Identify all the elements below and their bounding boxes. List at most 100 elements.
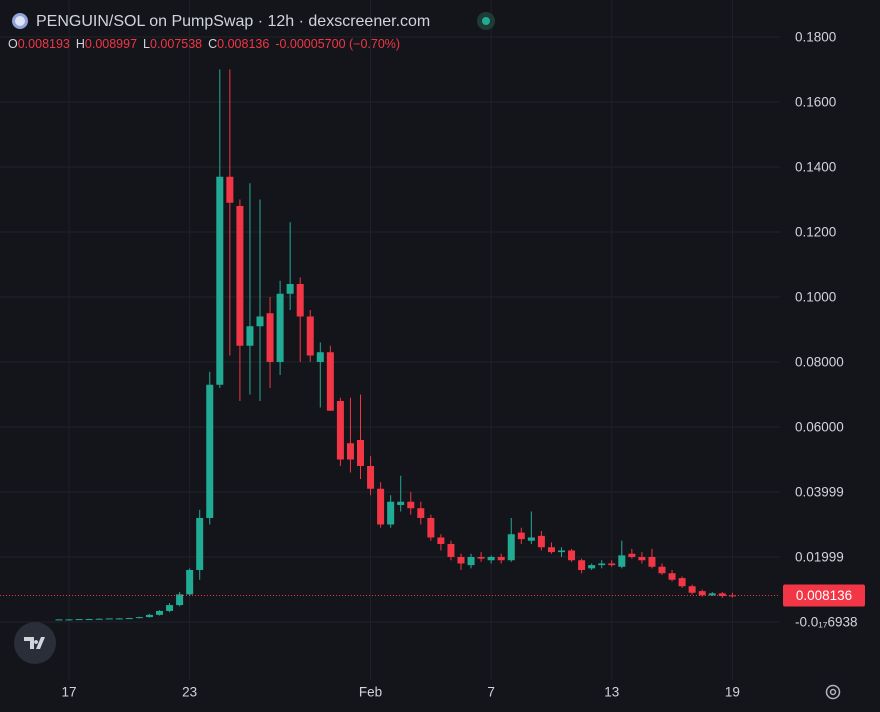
x-tick-label: 7: [487, 685, 495, 700]
chart-title: PENGUIN/SOL on PumpSwap · 12h · dexscree…: [36, 13, 430, 30]
y-tick-label: 0.06000: [795, 420, 844, 435]
y-tick-label: -0.0₁₇6938: [795, 615, 858, 630]
ohlc-value: 0.008997: [85, 37, 137, 51]
candle-body: [145, 614, 153, 618]
candle-body: [176, 594, 184, 606]
candle-body: [357, 439, 364, 466]
candle-body: [558, 550, 565, 553]
y-tick-label: 0.1800: [795, 30, 836, 45]
candle-body: [397, 501, 405, 505]
settings-gear[interactable]: [825, 684, 841, 700]
candle-body: [326, 352, 334, 411]
ohlc-legend: O0.008193 H0.008997 L0.007538 C0.008136 -0.0…: [8, 37, 400, 51]
ohlc-label: O: [8, 37, 18, 51]
candle-body: [477, 556, 485, 559]
y-tick-label: 0.08000: [795, 355, 844, 370]
candle-body: [196, 517, 204, 570]
candle-body: [65, 619, 73, 621]
candle-body: [246, 326, 254, 346]
candle-body: [708, 593, 716, 596]
candle-body: [618, 555, 626, 567]
candle-body: [296, 283, 304, 317]
candle-body: [286, 283, 294, 294]
y-tick-label: 0.1000: [795, 290, 836, 305]
change-value: -0.00005700 (−0.70%): [275, 37, 400, 51]
ohlc-label: C: [208, 37, 217, 51]
candle-body: [578, 560, 586, 570]
candle-body: [467, 556, 475, 566]
y-tick-label: 0.1400: [795, 160, 836, 175]
candle-body: [336, 400, 344, 460]
candle-body: [698, 591, 706, 596]
candle-body: [166, 605, 174, 611]
candle-body: [266, 313, 274, 362]
candle-body: [497, 556, 505, 561]
x-tick-label: Feb: [359, 685, 382, 700]
tv-logo-mark: [24, 637, 45, 649]
x-tick-label: 19: [725, 685, 740, 700]
candle-body: [507, 534, 515, 561]
candle-body: [718, 593, 726, 596]
candle-body: [457, 556, 465, 564]
candle-body: [236, 205, 244, 346]
candle-body: [547, 547, 555, 553]
candle-body: [588, 565, 596, 569]
last-price-label: 0.008136: [796, 588, 852, 603]
candle-body: [417, 508, 425, 518]
y-tick-label: 0.1200: [795, 225, 836, 240]
candle-body: [658, 566, 666, 574]
y-tick-label: 0.01999: [795, 550, 844, 565]
candle-body: [668, 573, 676, 580]
x-tick-label: 13: [604, 685, 619, 700]
candle-body: [638, 556, 646, 561]
candle-body: [517, 532, 525, 540]
candle-body: [135, 617, 143, 619]
ohlc-label: L: [143, 37, 150, 51]
token-icon-inner: [15, 16, 25, 26]
candle-body: [306, 316, 314, 356]
candle-body: [125, 618, 133, 620]
candle-body: [226, 176, 234, 203]
settings-gear-center[interactable]: [829, 688, 837, 696]
candle-body: [95, 618, 103, 620]
ohlc-value: 0.007538: [150, 37, 202, 51]
candle-body: [688, 586, 696, 593]
candle-body: [598, 563, 606, 566]
candle-body: [537, 535, 545, 548]
candle-body: [156, 610, 163, 615]
candle-body: [527, 537, 535, 541]
candle-body: [346, 443, 354, 460]
candle-body: [55, 619, 63, 621]
candle-body: [216, 176, 224, 385]
status-dot: [482, 17, 490, 25]
candle-body: [316, 352, 324, 362]
candle-body: [387, 501, 395, 525]
y-tick-label: 0.1600: [795, 95, 836, 110]
candle-body: [206, 384, 214, 518]
candle-body: [85, 619, 93, 621]
candle-body: [367, 465, 375, 489]
candle-body: [427, 517, 435, 538]
ohlc-label: H: [76, 37, 85, 51]
candle-body: [75, 619, 83, 621]
ohlc-value: 0.008193: [18, 37, 70, 51]
y-tick-label: 0.03999: [795, 485, 844, 500]
candle-body: [487, 556, 495, 561]
candle-body: [105, 618, 113, 620]
candle-body: [256, 316, 264, 327]
candle-body: [608, 563, 616, 566]
candle-body: [186, 569, 194, 595]
candle-body: [115, 618, 123, 620]
last-price-box: [783, 584, 865, 607]
overlay: PENGUIN/SOL on PumpSwap · 12h · dexscree…: [0, 12, 865, 700]
grid: [0, 0, 780, 680]
candle-body: [437, 537, 445, 544]
settings-icon[interactable]: [825, 684, 841, 700]
x-tick-label: 17: [62, 685, 77, 700]
candle-body: [407, 501, 415, 509]
candle-body: [678, 578, 686, 587]
candle-body: [648, 556, 656, 567]
candle-body: [377, 488, 385, 525]
